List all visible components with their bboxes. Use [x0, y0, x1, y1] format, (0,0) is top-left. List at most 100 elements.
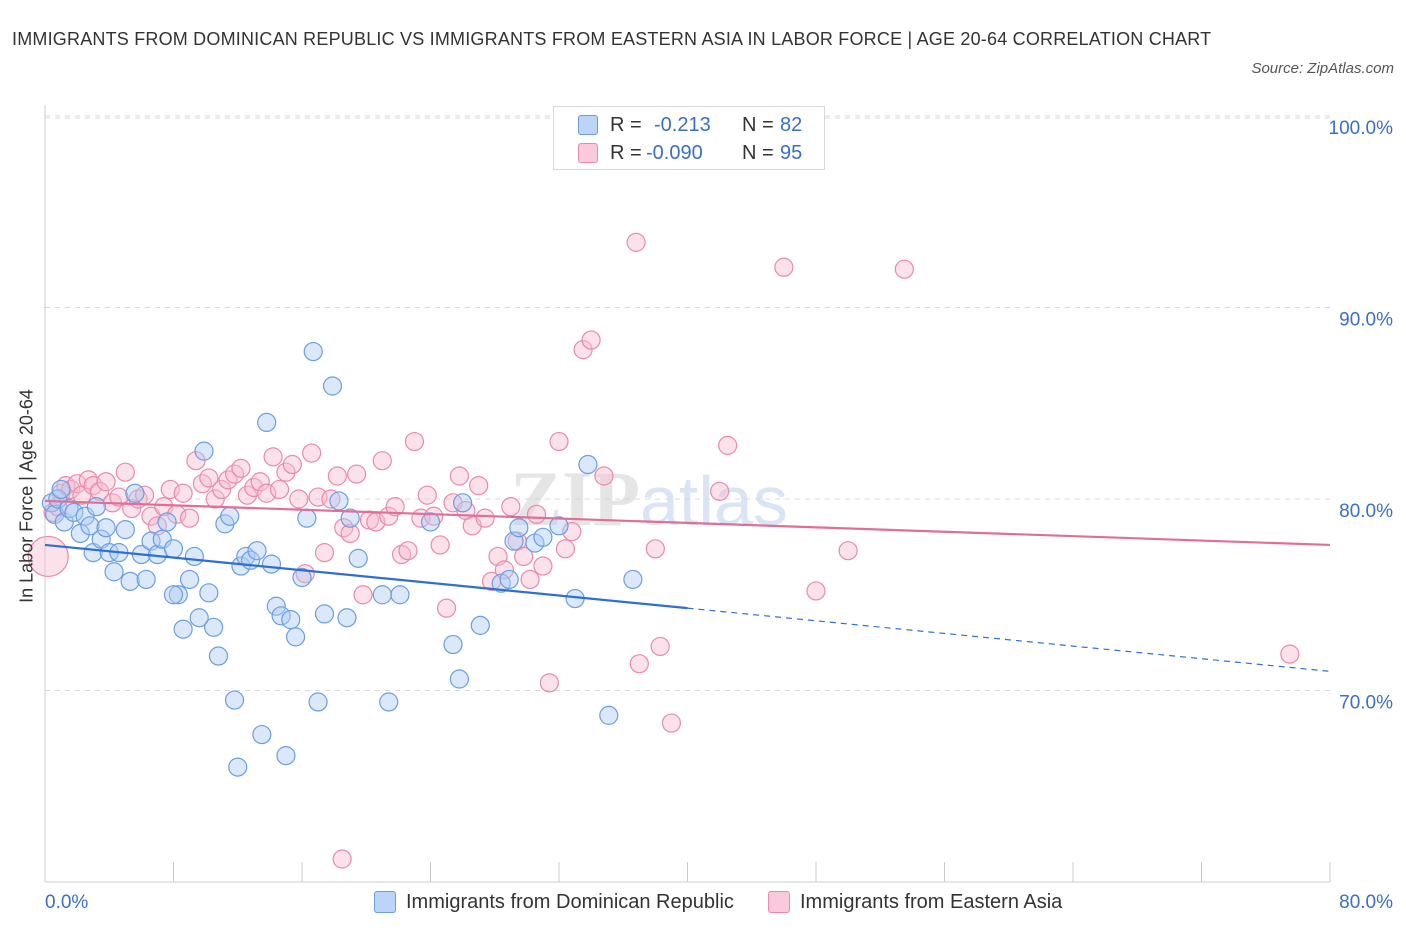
data-point	[86, 497, 107, 517]
n-value: 95	[780, 141, 803, 164]
correlation-legend: R = -0.213 N = 82 R = -0.090 N = 95	[553, 106, 825, 170]
data-point	[774, 257, 794, 277]
series-dominican-republic	[41, 341, 643, 777]
legend-swatch-pink	[768, 891, 790, 913]
data-point	[51, 479, 71, 500]
data-point	[96, 518, 116, 538]
data-point	[308, 692, 328, 712]
data-point	[285, 627, 306, 647]
data-point	[327, 466, 347, 486]
data-point	[269, 479, 290, 500]
r-value: -0.213	[654, 113, 711, 136]
data-point	[321, 489, 341, 509]
r-label: R =	[610, 141, 642, 164]
data-point	[549, 431, 569, 452]
data-point	[302, 443, 322, 463]
legend-swatch-blue	[374, 891, 396, 913]
data-point	[470, 615, 490, 635]
data-point	[549, 516, 569, 536]
data-point	[281, 610, 301, 630]
data-point	[163, 585, 184, 605]
data-point	[257, 483, 277, 503]
data-point	[578, 454, 598, 475]
data-point	[449, 466, 470, 486]
data-point	[90, 481, 110, 501]
data-point	[157, 512, 177, 532]
data-point	[184, 546, 204, 567]
data-point	[194, 441, 214, 461]
data-point	[420, 512, 441, 532]
n-value: 82	[780, 113, 803, 136]
legend-label: Immigrants from Dominican Republic	[406, 890, 734, 913]
data-point	[581, 330, 601, 350]
data-point	[329, 491, 349, 511]
data-point	[199, 468, 219, 488]
y-tick-label: 80.0%	[1339, 501, 1393, 522]
data-point	[205, 489, 225, 509]
data-point	[469, 475, 489, 496]
data-point	[501, 497, 521, 517]
legend-swatch-blue	[578, 115, 598, 135]
r-label: R =	[610, 113, 642, 136]
data-point	[109, 487, 129, 507]
series-eastern-asia	[27, 232, 1300, 869]
data-point	[417, 485, 437, 505]
data-point	[276, 746, 296, 766]
data-point	[266, 596, 286, 616]
data-point	[199, 583, 219, 603]
legend-swatch-pink	[578, 143, 598, 163]
data-point	[404, 431, 425, 452]
legend-item-dominican: Immigrants from Dominican Republic	[374, 888, 734, 916]
data-point	[718, 435, 738, 455]
y-axis-label: In Labor Force | Age 20-64	[16, 389, 37, 603]
data-point	[594, 466, 614, 486]
trend-line-eastern-asia	[44, 499, 1331, 547]
data-point	[475, 508, 495, 528]
data-point	[372, 451, 392, 471]
data-point	[289, 489, 309, 509]
data-point	[136, 569, 156, 590]
data-point	[645, 539, 665, 559]
data-point	[573, 340, 593, 360]
data-point	[314, 543, 335, 563]
data-point	[163, 539, 184, 559]
x-tick-label: 80.0%	[1339, 892, 1393, 913]
data-point	[443, 634, 463, 655]
data-point	[276, 462, 296, 482]
data-point	[348, 548, 368, 568]
data-point	[179, 508, 200, 528]
data-point	[160, 479, 180, 500]
data-point	[173, 619, 193, 639]
y-tick-label: 70.0%	[1339, 693, 1393, 714]
data-point	[599, 705, 619, 725]
data-point	[626, 232, 646, 252]
n-label: N =	[742, 141, 774, 164]
data-point	[838, 541, 858, 561]
x-tick-label: 0.0%	[45, 892, 88, 913]
data-point	[208, 646, 229, 666]
data-point	[204, 617, 224, 637]
data-point	[189, 608, 209, 628]
watermark: ZIP	[510, 455, 640, 542]
y-tick-label: 90.0%	[1339, 310, 1393, 331]
data-point	[224, 690, 245, 710]
r-value: -0.090	[646, 141, 703, 164]
y-tick-label: 100.0%	[1329, 118, 1394, 139]
data-point	[303, 341, 323, 362]
data-point	[453, 493, 473, 513]
data-point	[430, 535, 450, 555]
data-point	[379, 692, 399, 712]
data-point	[271, 606, 291, 626]
data-point	[347, 464, 367, 484]
data-point	[282, 454, 302, 475]
data-point	[509, 518, 529, 538]
data-point	[661, 713, 682, 733]
data-point	[340, 508, 360, 528]
trend-line-dominican-extension	[687, 607, 1331, 672]
data-point	[257, 412, 277, 432]
data-point	[250, 472, 270, 492]
chart-title: IMMIGRANTS FROM DOMINICAN REPUBLIC VS IM…	[12, 29, 1212, 49]
data-point	[520, 569, 540, 590]
data-point	[340, 523, 360, 544]
data-point	[436, 598, 457, 618]
